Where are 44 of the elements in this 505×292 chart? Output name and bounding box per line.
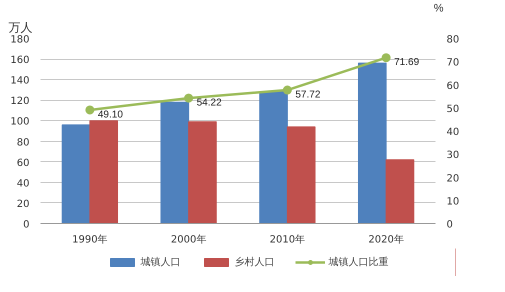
y2-tick-label: 10 [446, 196, 460, 208]
y2-axis-title: % [434, 2, 444, 14]
bar [188, 121, 217, 224]
y2-tick-label: 40 [446, 127, 460, 138]
x-tick-label: 2000年 [170, 234, 206, 246]
bar [62, 124, 90, 224]
y-tick-label: 180 [10, 34, 30, 46]
y-tick-label: 120 [10, 96, 30, 108]
point [184, 94, 194, 103]
x-tick-label: 1990年 [72, 234, 108, 246]
legend-label: 城镇人口比重 [328, 256, 388, 269]
y-tick-label: 0 [23, 220, 30, 230]
y2-tick-label: 0 [446, 220, 453, 230]
y2-tick-label: 50 [446, 104, 460, 115]
y-tick-label: 100 [10, 116, 30, 128]
y2-tick-label: 20 [446, 173, 460, 184]
data-label: 49.10 [98, 109, 124, 120]
y2-tick-label: 60 [446, 80, 460, 92]
legend-label: 城镇人口 [140, 256, 180, 269]
bar [259, 91, 288, 224]
y2-tick-label: 80 [446, 34, 460, 46]
bar [286, 126, 316, 224]
y2-tick-label: 70 [446, 58, 460, 69]
y-axis-title: 万人 [8, 20, 32, 34]
y-tick-label: 160 [10, 55, 30, 66]
bar [386, 159, 414, 224]
point [282, 86, 292, 95]
y-tick-label: 60 [16, 158, 30, 169]
y-tick-label: 40 [16, 178, 30, 190]
y2-tick-label: 30 [446, 150, 460, 162]
point [85, 105, 94, 114]
point [382, 53, 391, 62]
data-label: 54.22 [196, 98, 222, 109]
bar [160, 102, 190, 224]
data-label: 57.72 [295, 90, 321, 101]
x-tick-label: 2010年 [270, 234, 306, 246]
data-label: 71.69 [394, 57, 420, 68]
bar [358, 62, 387, 224]
y-tick-label: 80 [16, 137, 30, 148]
y-tick-label: 140 [10, 76, 30, 87]
x-tick-label: 2020年 [368, 234, 404, 246]
bar [89, 120, 118, 224]
legend-label: 乡村人口 [234, 256, 274, 269]
y-tick-label: 20 [16, 198, 30, 210]
